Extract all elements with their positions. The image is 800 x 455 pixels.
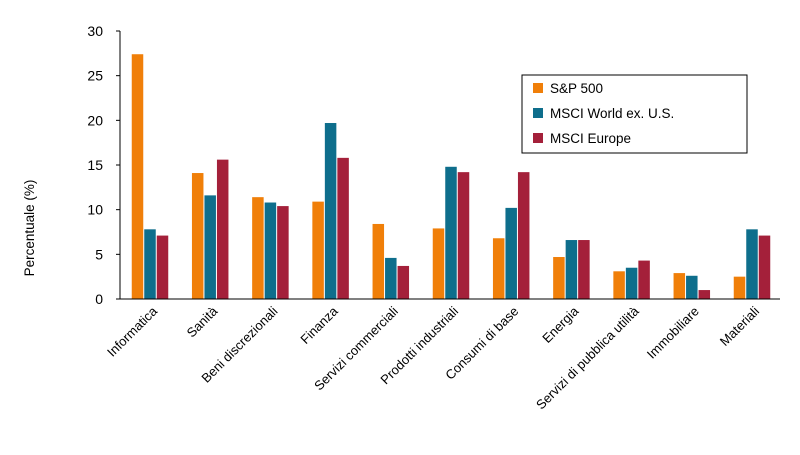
bar-msci-europe <box>156 235 169 299</box>
x-tick-label: Materiali <box>717 303 762 348</box>
legend-box <box>521 74 748 154</box>
bar-msci-world-ex-us <box>445 166 457 299</box>
legend: S&P 500 MSCI World ex. U.S. MSCI Europe <box>521 74 748 154</box>
bar-msci-world-ex-us <box>264 202 277 299</box>
legend-swatch <box>533 108 543 118</box>
legend-label: MSCI Europe <box>550 131 631 146</box>
bar-msci-europe <box>638 260 650 299</box>
y-axis-title: Percentuale (%) <box>22 180 37 277</box>
x-tick-label: Immobiliare <box>644 304 702 362</box>
bar-msci-world-ex-us <box>686 275 698 299</box>
bar-msci-europe <box>277 206 289 299</box>
bars-group <box>131 54 771 299</box>
bar-msci-europe <box>517 172 530 299</box>
x-tick-label: Servizi di pubblica utilità <box>533 303 642 412</box>
bar-msci-world-ex-us <box>204 195 216 299</box>
bar-msci-world-ex-us <box>565 240 578 299</box>
bar-sp500 <box>492 238 505 299</box>
legend-label: S&P 500 <box>550 81 603 96</box>
bar-msci-world-ex-us <box>324 123 337 299</box>
y-tick-label: 15 <box>87 157 103 173</box>
legend-label: MSCI World ex. U.S. <box>550 106 674 121</box>
bar-sp500 <box>191 173 204 299</box>
bar-msci-world-ex-us <box>144 229 156 299</box>
bar-sp500 <box>252 197 264 299</box>
x-tick-label: Finanza <box>297 303 341 347</box>
y-tick-label: 25 <box>87 68 103 84</box>
bar-sp500 <box>733 276 746 299</box>
y-tick-label: 0 <box>95 291 103 307</box>
bar-msci-europe <box>758 235 771 299</box>
bar-sp500 <box>432 228 445 299</box>
bar-msci-europe <box>578 240 590 299</box>
bar-msci-europe <box>397 265 410 299</box>
bar-sp500 <box>673 273 686 299</box>
bar-msci-world-ex-us <box>385 257 397 299</box>
bar-sp500 <box>372 223 385 299</box>
y-tick-label: 20 <box>87 112 103 128</box>
bar-sp500 <box>553 257 565 299</box>
x-tick-label: Informatica <box>104 303 161 360</box>
x-tick-label: Sanità <box>184 303 221 340</box>
bar-sp500 <box>613 271 625 299</box>
y-tick-label: 5 <box>95 246 103 262</box>
legend-swatch <box>533 83 543 93</box>
y-tick-label: 30 <box>87 23 103 39</box>
legend-swatch <box>533 133 543 143</box>
bar-msci-europe <box>216 159 229 299</box>
bar-msci-world-ex-us <box>746 229 758 299</box>
bar-msci-europe <box>337 157 349 299</box>
bar-msci-europe <box>698 290 711 299</box>
bar-msci-world-ex-us <box>505 207 517 299</box>
x-tick-label: Energia <box>539 303 582 346</box>
bar-msci-europe <box>457 172 470 299</box>
y-tick-label: 10 <box>87 202 103 218</box>
bar-sp500 <box>312 201 324 299</box>
bar-sp500 <box>131 54 144 299</box>
y-tick-labels: 0 5 10 15 20 25 30 <box>87 23 120 307</box>
bar-msci-world-ex-us <box>625 267 638 299</box>
